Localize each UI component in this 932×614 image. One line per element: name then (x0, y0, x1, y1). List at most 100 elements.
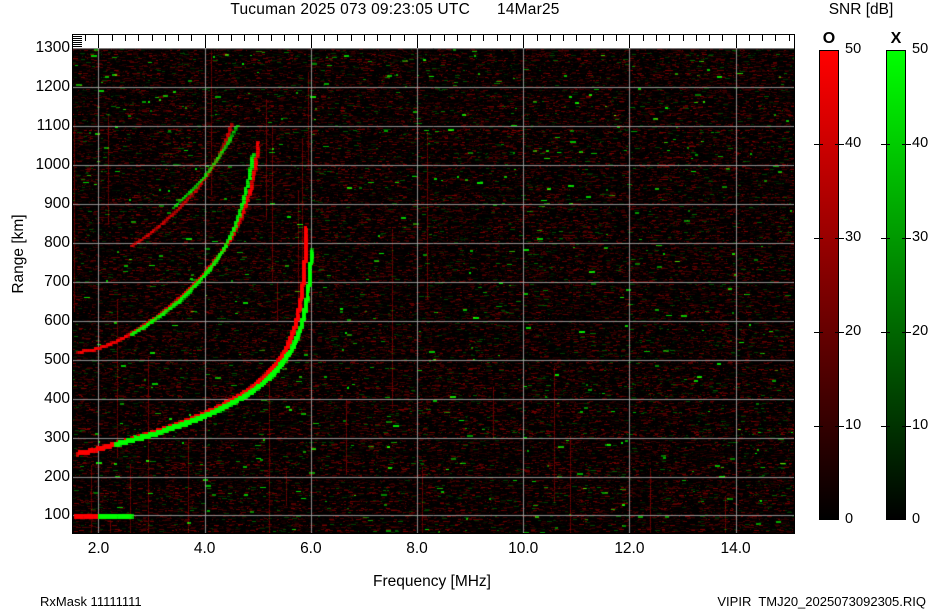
colorbar-tick (814, 426, 823, 427)
frequency-tick (629, 35, 631, 48)
strip-marker (73, 40, 82, 41)
colorbar-x-gradient[interactable] (886, 50, 906, 520)
colorbar-tick-label: 20 (912, 323, 929, 339)
frequency-tick (748, 35, 750, 41)
frequency-tick (563, 35, 565, 41)
frequency-tick (390, 35, 392, 41)
colorbar-tick-label: 30 (845, 229, 862, 245)
ionogram-canvas[interactable] (73, 48, 794, 533)
frequency-tick (377, 35, 379, 41)
rxmask-label: RxMask 11111111 (40, 594, 142, 609)
frequency-tick (496, 35, 498, 41)
colorbar-tick (881, 332, 890, 333)
colorbar-tick-label: 50 (845, 41, 862, 57)
frequency-tick (709, 35, 711, 41)
strip-marker (73, 42, 82, 43)
frequency-tick (85, 35, 87, 41)
y-axis-tick-label: 500 (44, 350, 70, 368)
colorbar-tick (881, 238, 890, 239)
y-axis-tick-label: 300 (44, 428, 70, 446)
y-axis-ticks: 100 200 300 400 500 600 700 800 900 1000 1100 1200 1… (0, 0, 70, 614)
frequency-tick (549, 35, 551, 41)
frequency-tick (523, 35, 525, 48)
y-axis-tick-label: 900 (44, 194, 70, 212)
colorbar-tick-label: 0 (912, 511, 921, 527)
frequency-tick (775, 35, 777, 41)
frequency-tick (217, 35, 219, 41)
colorbar-tick (835, 332, 844, 333)
colorbar-o-gradient[interactable] (819, 50, 839, 520)
file-id-label: VIPIR TMJ20_2025073092305.RIQ (717, 594, 926, 609)
y-axis-tick-label: 700 (44, 272, 70, 290)
colorbar-tick (814, 332, 823, 333)
colorbar-tick-label: 30 (912, 229, 929, 245)
frequency-tick-strip (73, 35, 794, 48)
frequency-tick (324, 35, 326, 41)
page-title: Tucuman 2025 073 09:23:05 UTC 14Mar25 (230, 1, 560, 18)
frequency-tick (788, 35, 790, 41)
frequency-tick (125, 35, 127, 41)
colorbar-tick (881, 144, 890, 145)
frequency-tick (337, 35, 339, 41)
frequency-tick (363, 35, 365, 41)
frequency-tick (655, 35, 657, 41)
frequency-tick (350, 35, 352, 41)
y-axis-tick-label: 800 (44, 233, 70, 251)
frequency-tick (602, 35, 604, 41)
colorbar-tick (835, 238, 844, 239)
colorbar-tick (902, 144, 911, 145)
strip-marker (73, 44, 82, 45)
frequency-tick (257, 35, 259, 41)
x-axis-label: Frequency [MHz] (372, 573, 491, 590)
frequency-tick (204, 35, 206, 48)
frequency-tick (536, 35, 538, 41)
colorbar-tick-label: 10 (912, 417, 929, 433)
strip-marker (73, 36, 82, 37)
colorbar-tick-label: 20 (845, 323, 862, 339)
frequency-tick (616, 35, 618, 41)
frequency-tick (509, 35, 511, 41)
frequency-tick (151, 35, 153, 41)
y-axis-tick-label: 1300 (35, 39, 70, 56)
colorbar-tick (814, 144, 823, 145)
frequency-tick (271, 35, 273, 41)
colorbar-tick (902, 238, 911, 239)
colorbar-tick-label: 40 (845, 135, 862, 151)
frequency-tick (722, 35, 724, 41)
colorbar-tick (881, 426, 890, 427)
frequency-tick (682, 35, 684, 41)
frequency-tick (98, 35, 100, 48)
y-axis-tick-label: 1000 (35, 155, 70, 173)
y-axis-tick-label: 400 (44, 389, 70, 407)
frequency-tick (284, 35, 286, 41)
y-axis-tick-label: 1100 (36, 116, 70, 134)
colorbar-tick-label: 40 (912, 135, 929, 151)
frequency-tick (576, 35, 578, 41)
frequency-tick (762, 35, 764, 41)
frequency-tick (310, 35, 312, 48)
frequency-tick (111, 35, 113, 41)
frequency-tick (178, 35, 180, 41)
colorbar-tick-label: 50 (912, 41, 929, 57)
frequency-tick (430, 35, 432, 41)
frequency-tick (403, 35, 405, 41)
y-axis-tick-label: 600 (44, 311, 70, 329)
colorbar-x-head: X (890, 30, 902, 47)
colorbar-tick (835, 144, 844, 145)
colorbar-tick (835, 426, 844, 427)
frequency-tick (297, 35, 299, 41)
y-axis-tick-label: 100 (44, 506, 70, 524)
strip-marker (73, 38, 82, 39)
frequency-tick (456, 35, 458, 41)
colorbar-tick-label: 10 (845, 417, 862, 433)
colorbar-tick (902, 332, 911, 333)
frequency-tick (138, 35, 140, 41)
y-axis-tick-label: 1200 (35, 77, 70, 95)
frequency-tick (735, 35, 737, 48)
frequency-tick (417, 35, 419, 48)
frequency-tick (483, 35, 485, 41)
frequency-tick (695, 35, 697, 41)
frequency-tick (191, 35, 193, 41)
colorbar-o-head: O (822, 30, 836, 47)
